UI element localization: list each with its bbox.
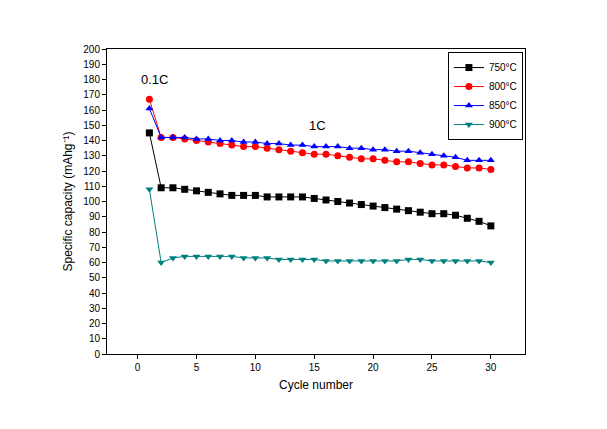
svg-text:Specific capacity (mAhg⁻¹): Specific capacity (mAhg⁻¹) xyxy=(61,131,75,271)
svg-text:80: 80 xyxy=(89,227,101,238)
svg-text:60: 60 xyxy=(89,257,101,268)
svg-text:160: 160 xyxy=(83,105,100,116)
svg-text:140: 140 xyxy=(83,135,100,146)
svg-text:120: 120 xyxy=(83,166,100,177)
svg-text:90: 90 xyxy=(89,211,101,222)
svg-text:800°C: 800°C xyxy=(489,81,517,92)
svg-text:150: 150 xyxy=(83,120,100,131)
svg-text:1C: 1C xyxy=(309,118,326,133)
svg-text:10: 10 xyxy=(89,333,101,344)
svg-text:130: 130 xyxy=(83,150,100,161)
svg-text:10: 10 xyxy=(250,362,262,373)
svg-text:170: 170 xyxy=(83,89,100,100)
svg-text:50: 50 xyxy=(89,272,101,283)
svg-text:110: 110 xyxy=(84,181,100,192)
svg-text:0: 0 xyxy=(94,349,100,360)
svg-text:40: 40 xyxy=(89,288,101,299)
svg-text:900°C: 900°C xyxy=(489,119,517,130)
svg-text:190: 190 xyxy=(83,59,100,70)
svg-text:70: 70 xyxy=(89,242,101,253)
svg-text:200: 200 xyxy=(83,44,100,55)
svg-text:0: 0 xyxy=(135,362,141,373)
svg-text:30: 30 xyxy=(485,362,497,373)
svg-text:100: 100 xyxy=(83,196,100,207)
svg-text:0.1C: 0.1C xyxy=(141,72,168,87)
svg-text:750°C: 750°C xyxy=(489,62,517,73)
svg-text:5: 5 xyxy=(194,362,200,373)
svg-text:30: 30 xyxy=(89,303,101,314)
svg-text:850°C: 850°C xyxy=(489,100,517,111)
svg-text:180: 180 xyxy=(83,74,100,85)
svg-text:25: 25 xyxy=(426,362,438,373)
svg-text:20: 20 xyxy=(368,362,380,373)
svg-text:20: 20 xyxy=(89,318,101,329)
svg-text:15: 15 xyxy=(309,362,321,373)
svg-text:Cycle number: Cycle number xyxy=(279,378,353,392)
